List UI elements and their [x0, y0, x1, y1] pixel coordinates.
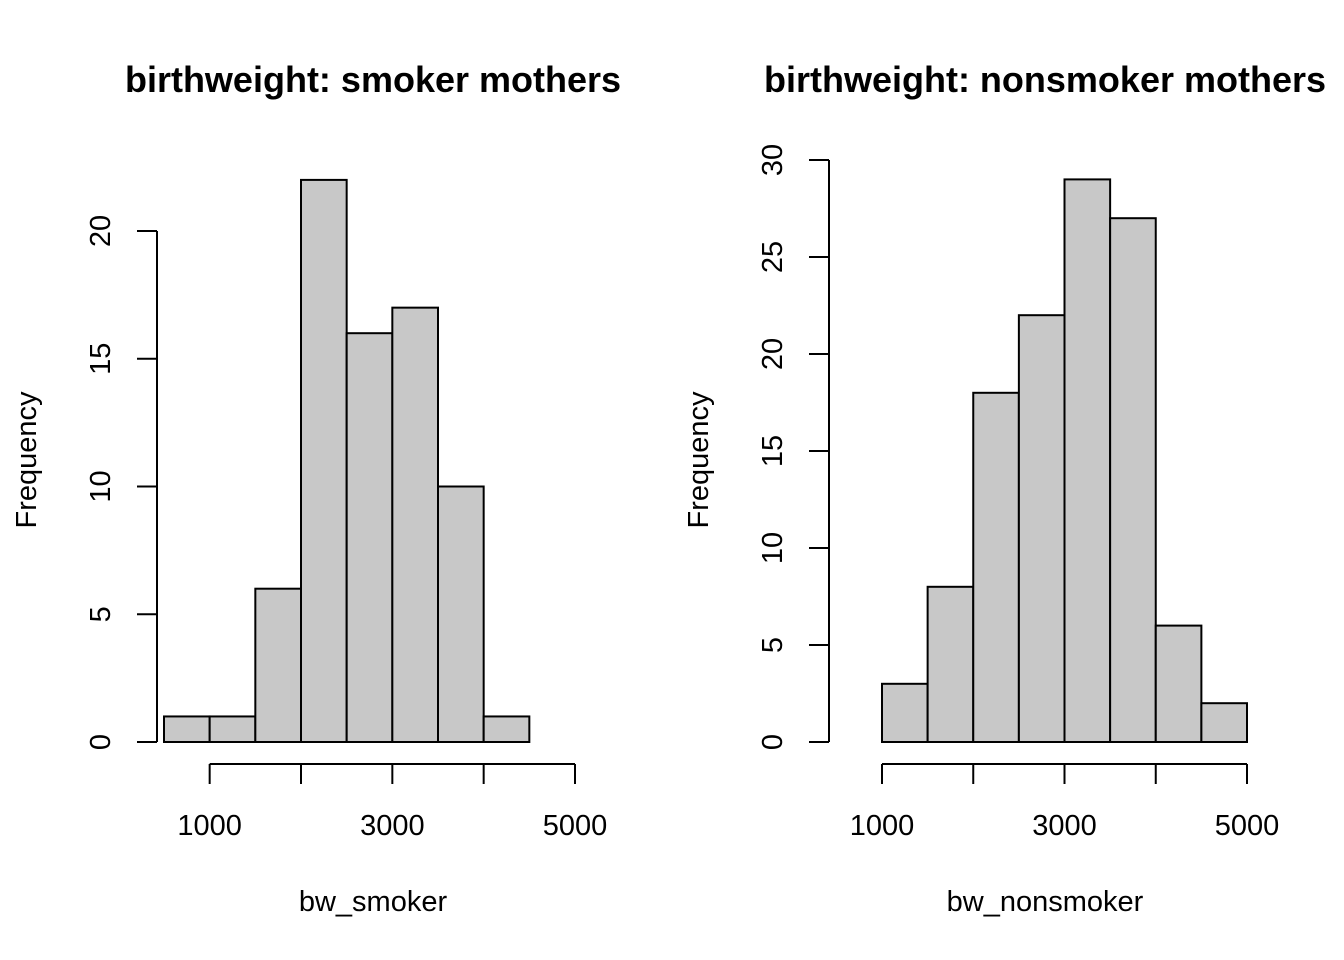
y-tick-label: 15 [757, 435, 789, 467]
bars [163, 178, 531, 744]
histogram-bar [1154, 624, 1203, 743]
histogram-bar [1063, 178, 1112, 743]
x-axis: 1000 3000 5000 [850, 763, 1280, 842]
x-tick-label: 5000 [1215, 810, 1280, 842]
x-tick-label: 3000 [360, 810, 425, 842]
histogram-nonsmoker-panel: birthweight: nonsmoker mothers bw_nonsmo… [683, 59, 1326, 918]
y-tick-label: 20 [85, 215, 117, 247]
histogram-bar [437, 485, 485, 743]
histogram-smoker-panel: birthweight: smoker mothers bw_smoker Fr… [11, 59, 621, 918]
x-tick-label: 5000 [543, 810, 608, 842]
histogram-bar [972, 391, 1020, 743]
y-tick-label: 20 [757, 338, 789, 370]
bars [881, 178, 1248, 744]
y-tick-label: 10 [757, 532, 789, 564]
y-tick-label: 0 [85, 734, 117, 750]
y-tick-label: 25 [757, 241, 789, 273]
histogram-bar [881, 682, 929, 743]
y-tick-label: 15 [85, 343, 117, 375]
x-tick-label: 1000 [850, 810, 915, 842]
y-tick-label: 5 [757, 637, 789, 653]
y-axis: 0 5 10 15 20 [85, 215, 158, 750]
y-tick-label: 0 [757, 734, 789, 750]
histogram-bar [1200, 702, 1248, 744]
histogram-bar [208, 715, 257, 744]
x-tick-label: 3000 [1032, 810, 1097, 842]
y-axis-label: Frequency [11, 391, 43, 529]
x-axis: 1000 3000 5000 [177, 763, 608, 842]
histogram-bar [254, 587, 302, 744]
y-tick-label: 10 [85, 470, 117, 502]
histogram-bar [1017, 314, 1066, 743]
histogram-bar [926, 585, 975, 743]
histogram-bar [1109, 217, 1157, 743]
histogram-bar [163, 715, 211, 744]
y-axis: 0 5 10 15 20 25 30 [757, 144, 830, 750]
y-tick-label: 5 [85, 606, 117, 622]
chart-title: birthweight: smoker mothers [125, 59, 621, 100]
y-axis-label: Frequency [683, 391, 715, 529]
histogram-bar [300, 178, 348, 743]
histogram-bar [391, 306, 440, 743]
histogram-bar [482, 715, 531, 744]
x-axis-label: bw_smoker [299, 886, 448, 918]
x-tick-label: 1000 [177, 810, 242, 842]
y-tick-label: 30 [757, 144, 789, 176]
histogram-bar [345, 332, 394, 743]
chart-title: birthweight: nonsmoker mothers [764, 59, 1326, 100]
x-axis-label: bw_nonsmoker [947, 886, 1144, 918]
